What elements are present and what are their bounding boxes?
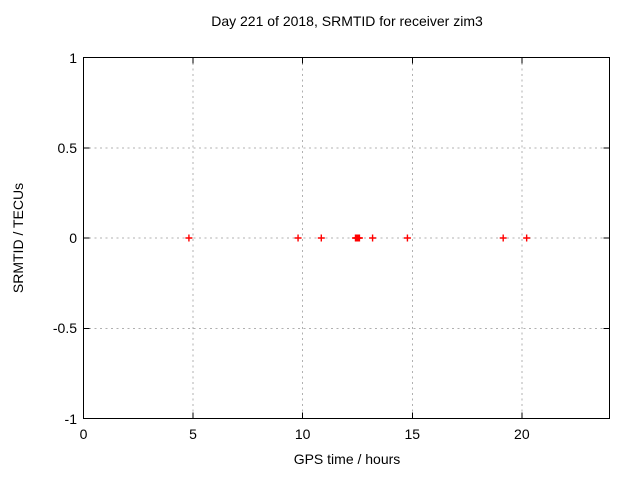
x-tick-label: 0: [79, 426, 88, 442]
x-tick-label: 5: [189, 426, 197, 442]
data-point-marker: [523, 234, 531, 242]
data-point-marker: [403, 234, 411, 242]
y-tick-label: 0: [69, 230, 77, 246]
x-tick-label: 10: [294, 426, 311, 442]
data-point-marker: [185, 234, 193, 242]
data-point-marker: [499, 234, 507, 242]
data-point-marker: [294, 234, 302, 242]
x-axis-label: GPS time / hours: [293, 451, 401, 467]
data-point-marker: [369, 234, 377, 242]
data-point-marker: [317, 234, 325, 242]
data-point-marker: [355, 234, 363, 242]
x-tick-label: 20: [514, 426, 530, 442]
y-tick-label: -0.5: [52, 320, 77, 337]
y-tick-label: -1: [64, 410, 77, 427]
y-tick-label: 0.5: [57, 139, 77, 156]
y-tick-label: 1: [69, 49, 77, 66]
chart-title: Day 221 of 2018, SRMTID for receiver zim…: [211, 13, 483, 29]
x-tick-label: 15: [404, 426, 421, 442]
